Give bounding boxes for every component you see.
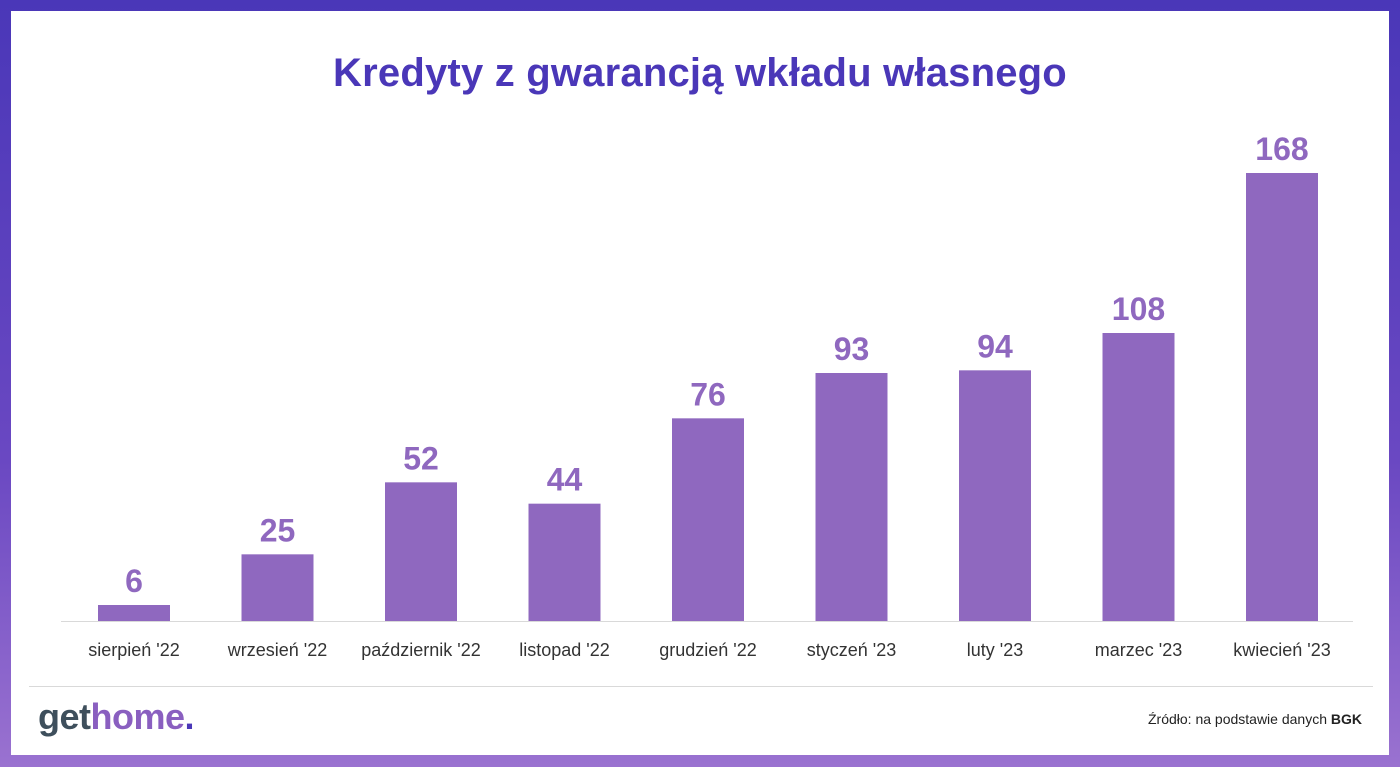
bar-value-label: 76 <box>690 376 726 412</box>
bar <box>1102 333 1175 621</box>
x-tick-label: kwiecień '23 <box>1233 640 1331 660</box>
x-tick-label: luty '23 <box>967 640 1023 660</box>
bar-value-label: 44 <box>547 462 583 498</box>
bar-value-label: 93 <box>834 331 870 367</box>
source-name: BGK <box>1330 711 1362 727</box>
bar <box>528 503 601 621</box>
bar <box>672 418 744 621</box>
bar <box>241 554 314 621</box>
source-label: Źródło: na podstawie danych <box>1147 711 1327 727</box>
bar <box>98 605 170 621</box>
bar-value-label: 168 <box>1255 131 1308 167</box>
footer-divider <box>29 686 1373 687</box>
x-tick-label: listopad '22 <box>519 640 610 660</box>
x-tick-label: wrzesień '22 <box>227 640 327 660</box>
bar-chart: 6 sierpień '22 25 wrzesień '22 52 październik… <box>61 131 1353 660</box>
x-tick-label: marzec '23 <box>1095 640 1182 660</box>
bar <box>1246 173 1318 621</box>
bar <box>385 482 457 621</box>
x-tick-label: sierpień '22 <box>88 640 180 660</box>
bar-value-label: 6 <box>125 563 143 599</box>
bar <box>959 370 1031 621</box>
bar-value-label: 108 <box>1112 291 1165 327</box>
bar-value-label: 94 <box>977 328 1013 364</box>
x-tick-label: październik '22 <box>361 640 481 660</box>
bar-value-label: 52 <box>403 440 439 476</box>
bar-value-label: 25 <box>260 512 296 548</box>
chart-card: Kredyty z gwarancją wkładu własnego 6 sie… <box>11 11 1389 755</box>
source-note: Źródło: na podstawie danych BGK <box>1148 711 1362 727</box>
bar <box>815 373 888 621</box>
x-tick-label: styczeń '23 <box>807 640 896 660</box>
gethome-logo: gethome. <box>38 696 195 737</box>
chart-title: Kredyty z gwarancją wkładu własnego <box>333 51 1067 95</box>
x-tick-label: grudzień '22 <box>659 640 757 660</box>
